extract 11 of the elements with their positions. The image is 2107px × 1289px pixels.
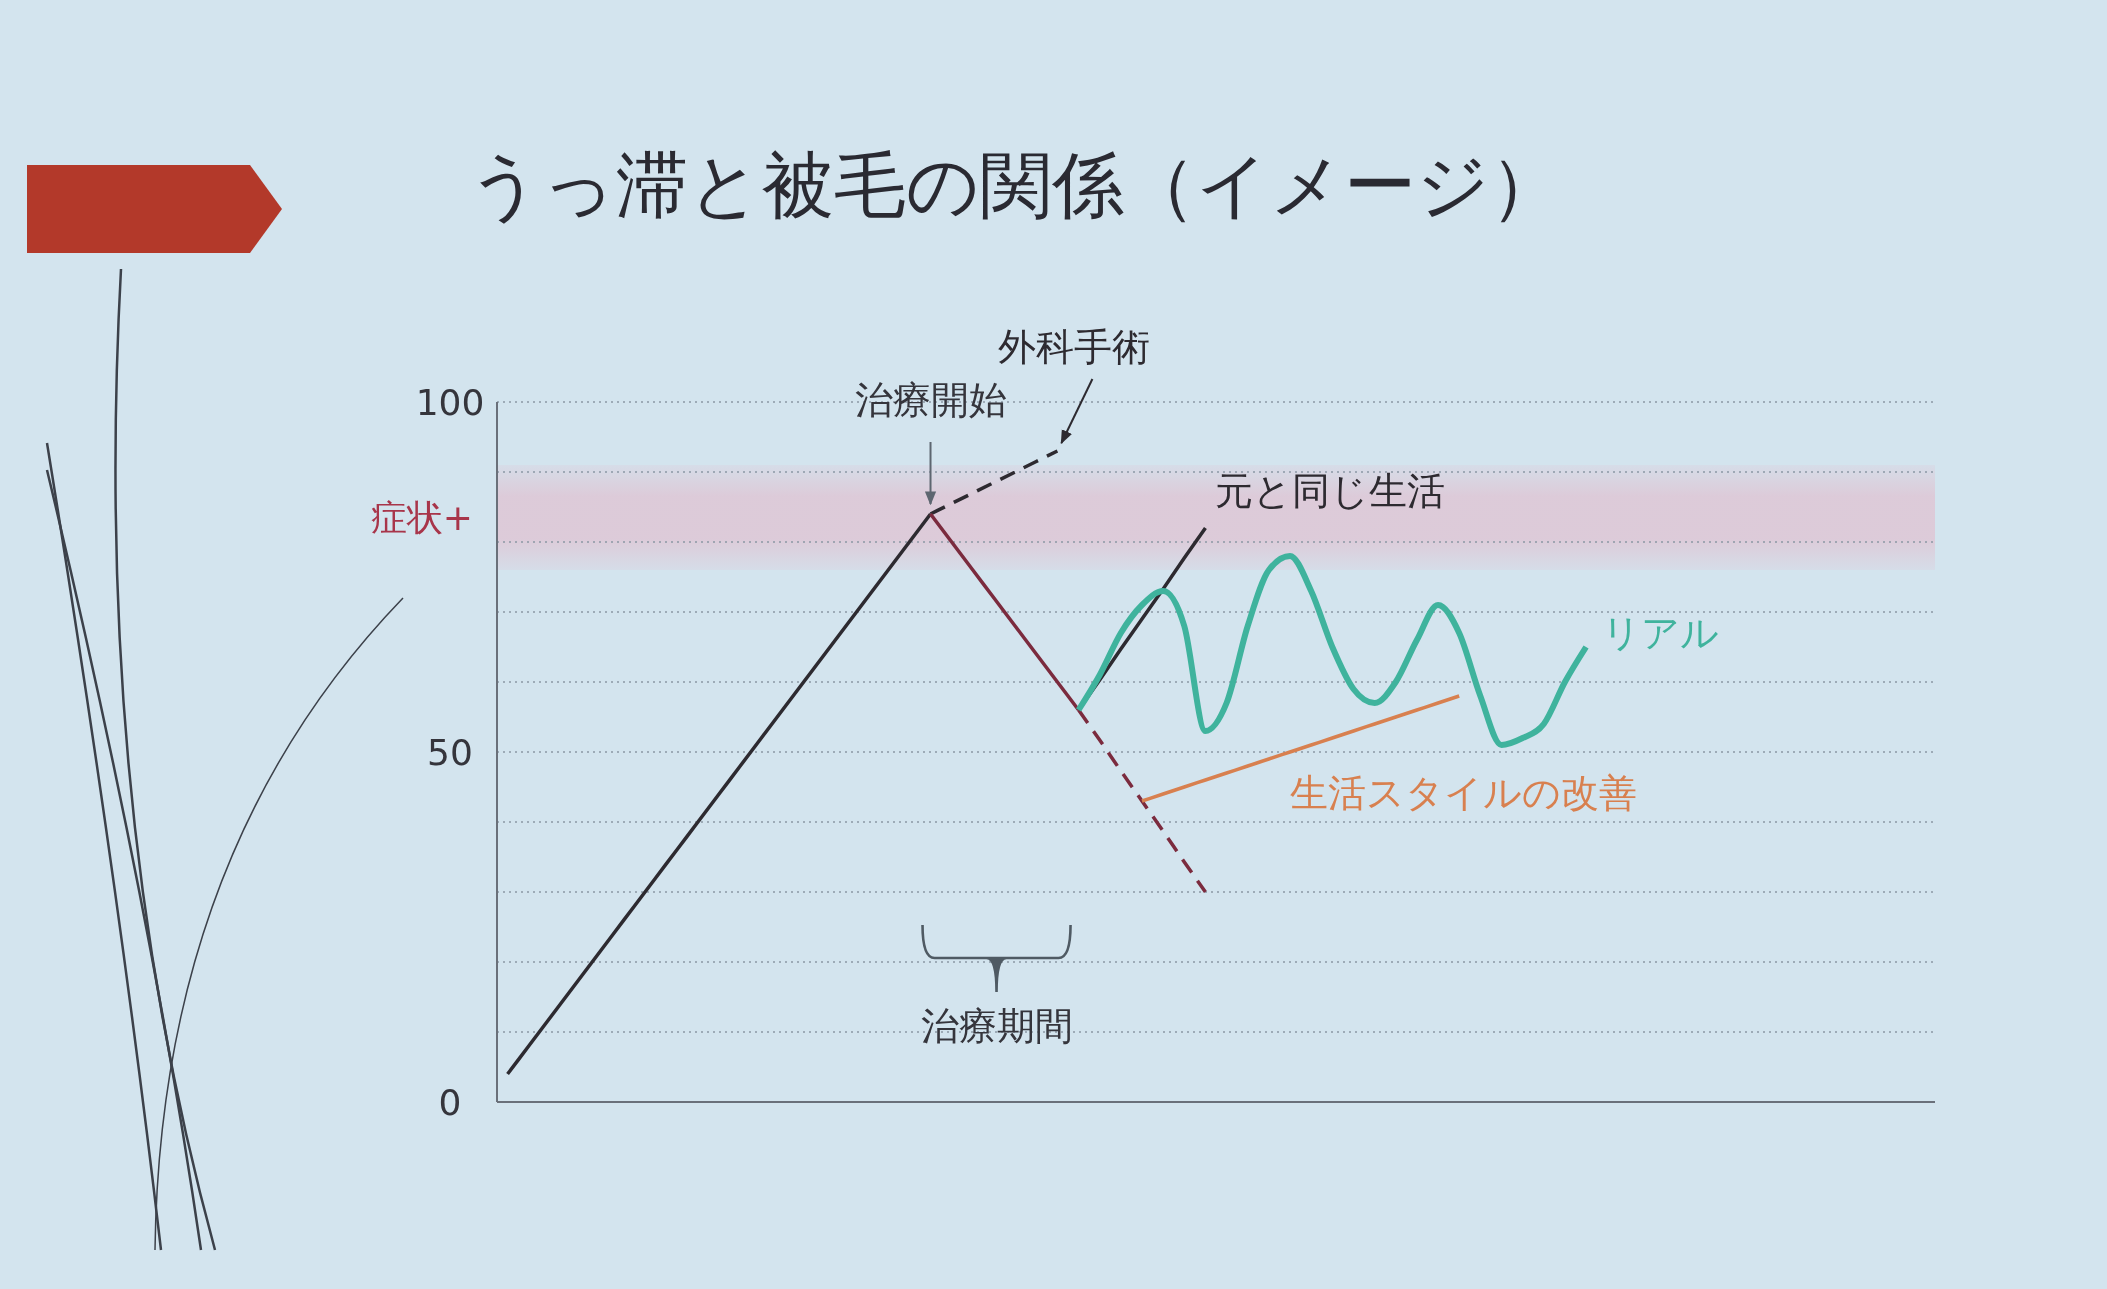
annotation: 治療期間	[920, 1004, 1073, 1048]
y-tick-label: 0	[438, 1081, 462, 1123]
text: 外科手術	[998, 325, 1151, 369]
band-label: 症状+	[370, 497, 473, 538]
series-label: リアル	[1602, 611, 1720, 655]
series-label: 生活スタイルの改善	[1289, 771, 1637, 815]
y-tick-label: 100	[415, 381, 485, 423]
series-label: 元と同じ生活	[1215, 469, 1446, 513]
chart-title: うっ滞と被毛の関係（イメージ）	[468, 143, 1562, 227]
y-tick-label: 50	[427, 731, 473, 773]
annotation: 治療開始	[854, 378, 1007, 422]
